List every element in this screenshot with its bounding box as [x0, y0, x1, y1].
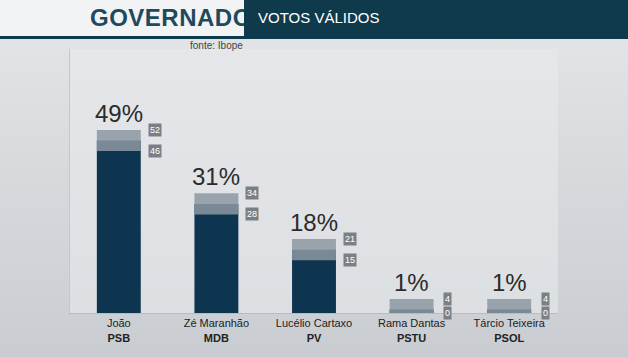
svg-text:0: 0	[445, 308, 450, 318]
svg-text:1%: 1%	[492, 269, 527, 296]
svg-text:21: 21	[345, 234, 355, 244]
html-text:GOVERNADOR: GOVERNADOR	[90, 4, 270, 31]
svg-text:JoãoPSB: JoãoPSB	[107, 317, 131, 343]
svg-text:1%: 1%	[394, 269, 429, 296]
svg-text:31%: 31%	[192, 163, 240, 190]
html-text:VOTOS VÁLIDOS: VOTOS VÁLIDOS	[258, 9, 380, 26]
svg-text:46: 46	[150, 146, 160, 156]
svg-text:28: 28	[247, 209, 257, 219]
svg-text:52: 52	[150, 125, 160, 135]
svg-text:4: 4	[543, 294, 548, 304]
svg-text:Lucélio CartaxoPV: Lucélio CartaxoPV	[276, 317, 352, 343]
svg-text:Rama DantasPSTU: Rama DantasPSTU	[378, 317, 446, 343]
svg-text:4: 4	[445, 294, 450, 304]
svg-text:Tárcio TeixeiraPSOL: Tárcio TeixeiraPSOL	[474, 317, 546, 343]
svg-text:49%: 49%	[95, 100, 143, 127]
svg-text:18%: 18%	[290, 209, 338, 236]
svg-text:Zé MaranhãoMDB: Zé MaranhãoMDB	[184, 317, 249, 343]
html-text:fonte: Ibope: fonte: Ibope	[190, 40, 243, 51]
svg-text:0: 0	[543, 308, 548, 318]
svg-text:34: 34	[247, 188, 257, 198]
svg-text:15: 15	[345, 255, 355, 265]
